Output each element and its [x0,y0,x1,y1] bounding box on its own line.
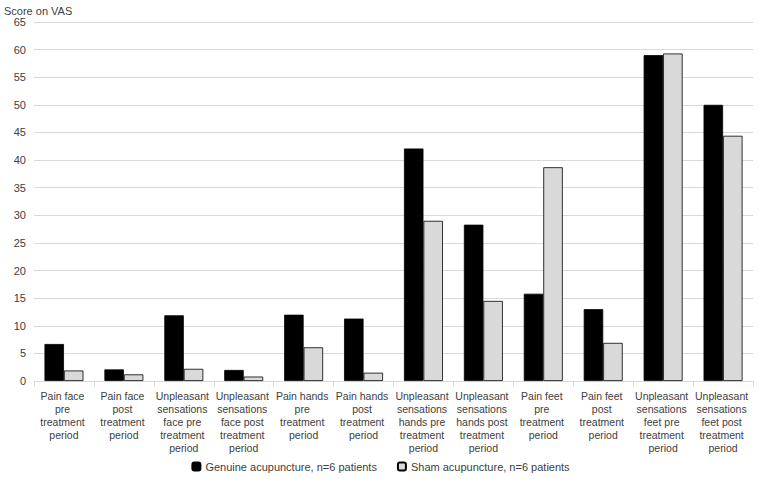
svg-text:30: 30 [14,209,26,221]
svg-text:15: 15 [14,292,26,304]
svg-text:treatment: treatment [160,429,207,441]
svg-text:sensations: sensations [397,403,450,415]
svg-text:period: period [589,429,618,441]
svg-text:sensations: sensations [696,403,749,415]
svg-text:treatment: treatment [340,416,387,428]
svg-text:pre: pre [295,403,313,415]
svg-text:face post: face post [221,416,267,428]
svg-text:period: period [49,429,78,441]
svg-text:treatment: treatment [699,429,746,441]
svg-text:35: 35 [14,182,26,194]
svg-text:Pain feet: Pain feet [521,390,565,402]
svg-text:Score on VAS: Score on VAS [4,5,72,17]
svg-text:25: 25 [14,237,26,249]
svg-text:period: period [229,442,258,454]
svg-text:Pain face: Pain face [101,390,148,402]
svg-text:period: period [109,429,138,441]
svg-text:Pain feet: Pain feet [581,390,625,402]
svg-text:45: 45 [14,126,26,138]
svg-text:treatment: treatment [40,416,87,428]
svg-text:20: 20 [14,265,26,277]
svg-text:hands pre: hands pre [399,416,449,428]
svg-text:Unpleasant: Unpleasant [216,390,272,402]
svg-text:0: 0 [20,375,26,387]
svg-text:period: period [708,442,737,454]
svg-text:pre: pre [534,403,552,415]
svg-text:treatment: treatment [220,429,267,441]
svg-text:Unpleasant: Unpleasant [395,390,451,402]
svg-text:period: period [649,442,678,454]
svg-text:Unpleasant: Unpleasant [635,390,691,402]
svg-text:5: 5 [20,347,26,359]
svg-text:Genuine acupuncture, n=6 patie: Genuine acupuncture, n=6 patients [205,461,377,473]
svg-text:10: 10 [14,320,26,332]
svg-text:treatment: treatment [400,429,447,441]
svg-text:sensations: sensations [157,403,210,415]
svg-text:period: period [289,429,318,441]
svg-text:period: period [529,429,558,441]
svg-text:55: 55 [14,71,26,83]
svg-text:50: 50 [14,99,26,111]
svg-text:sensations: sensations [637,403,690,415]
svg-text:treatment: treatment [520,416,567,428]
svg-text:Sham acupuncture, n=6 patients: Sham acupuncture, n=6 patients [411,461,570,473]
svg-text:period: period [469,442,498,454]
svg-text:post: post [112,403,135,415]
svg-text:Unpleasant: Unpleasant [695,390,751,402]
svg-text:pre: pre [55,403,73,415]
svg-text:period: period [409,442,438,454]
svg-text:Pain hands: Pain hands [336,390,391,402]
svg-text:feet post: feet post [701,416,744,428]
svg-text:face pre: face pre [163,416,204,428]
svg-text:Pain face: Pain face [41,390,88,402]
svg-text:40: 40 [14,154,26,166]
svg-text:sensations: sensations [457,403,510,415]
svg-text:treatment: treatment [460,429,507,441]
svg-text:post: post [592,403,615,415]
svg-text:treatment: treatment [280,416,327,428]
svg-text:sensations: sensations [217,403,270,415]
svg-text:60: 60 [14,44,26,56]
svg-text:Unpleasant: Unpleasant [455,390,511,402]
svg-text:Pain hands: Pain hands [276,390,331,402]
svg-text:65: 65 [14,16,26,28]
svg-text:treatment: treatment [580,416,627,428]
svg-text:period: period [349,429,378,441]
svg-text:Unpleasant: Unpleasant [156,390,212,402]
svg-text:treatment: treatment [639,429,686,441]
svg-text:period: period [169,442,198,454]
svg-text:post: post [352,403,375,415]
svg-text:treatment: treatment [100,416,147,428]
svg-text:hands post: hands post [456,416,510,428]
svg-text:feet pre: feet pre [644,416,683,428]
